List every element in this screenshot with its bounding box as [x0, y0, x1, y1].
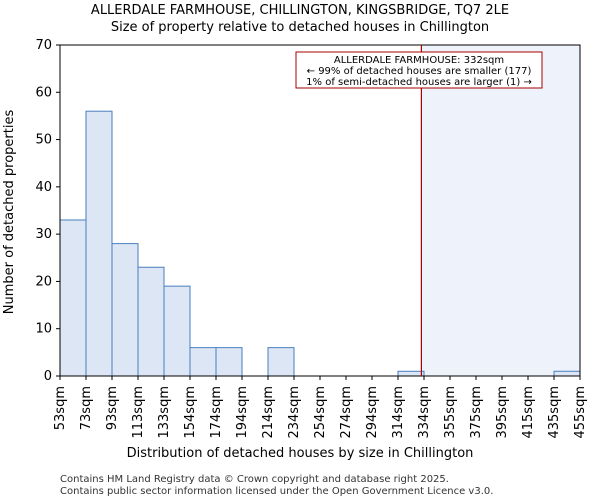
x-tick-label: 455sqm: [573, 386, 588, 439]
x-tick-label: 375sqm: [469, 386, 484, 439]
annotation-line3: 1% of semi-detached houses are larger (1…: [306, 77, 532, 88]
histogram-bar: [137, 266, 165, 377]
x-tick-label: 93sqm: [105, 386, 120, 430]
x-tick-label: 334sqm: [417, 386, 432, 439]
y-tick-label: 60: [35, 85, 52, 100]
histogram-bar: [111, 243, 139, 377]
x-tick-label: 435sqm: [547, 386, 562, 439]
footer-line-1: Contains HM Land Registry data © Crown c…: [60, 474, 449, 485]
footer-line-2: Contains public sector information licen…: [60, 486, 493, 497]
histogram-bar: [163, 285, 191, 377]
y-tick-label: 20: [35, 274, 52, 289]
x-tick-label: 73sqm: [79, 386, 94, 430]
y-tick-label: 10: [35, 322, 52, 337]
chart-title: ALLERDALE FARMHOUSE, CHILLINGTON, KINGSB…: [91, 3, 509, 18]
y-tick-label: 30: [35, 227, 52, 242]
y-tick-label: 0: [44, 369, 52, 384]
histogram-bar: [397, 370, 425, 377]
chart-subtitle: Size of property relative to detached ho…: [111, 20, 489, 35]
plot-area: 0 10 20 30 40 50 60 70 53sqm 73sqm 93sqm 113sqm 133s…: [35, 38, 588, 439]
annotation-line1: ALLERDALE FARMHOUSE: 332sqm: [334, 55, 504, 66]
annotation-line2: ← 99% of detached houses are smaller (17…: [307, 66, 532, 77]
x-tick-label: 53sqm: [53, 386, 68, 430]
x-tick-label: 395sqm: [495, 386, 510, 439]
x-tick-label: 415sqm: [521, 386, 536, 439]
y-tick-label: 70: [35, 38, 52, 53]
x-tick-label: 314sqm: [391, 386, 406, 439]
x-tick-label: 355sqm: [443, 386, 458, 439]
x-tick-label: 254sqm: [313, 386, 328, 439]
x-tick-label: 294sqm: [365, 386, 380, 439]
y-tick-label: 50: [35, 133, 52, 148]
histogram-bar: [85, 110, 113, 377]
histogram-bar: [189, 347, 217, 377]
histogram-bar: [215, 347, 243, 377]
annotation-box: [295, 51, 543, 89]
x-tick-label: 234sqm: [287, 386, 302, 439]
x-axis-label: Distribution of detached houses by size …: [127, 446, 474, 461]
x-tick-label: 274sqm: [339, 386, 354, 439]
shaded-region: [421, 45, 580, 376]
histogram-bar: [59, 219, 87, 377]
x-tick-label: 174sqm: [209, 386, 224, 439]
x-tick-label: 194sqm: [235, 386, 250, 439]
y-tick-label: 40: [35, 180, 52, 195]
histogram-bar: [553, 370, 581, 377]
x-tick-label: 133sqm: [157, 386, 172, 439]
x-tick-label: 113sqm: [131, 386, 146, 439]
y-axis-label: Number of detached properties: [2, 110, 17, 315]
histogram-bar: [267, 347, 295, 377]
x-tick-label: 154sqm: [183, 386, 198, 439]
x-tick-label: 214sqm: [261, 386, 276, 439]
